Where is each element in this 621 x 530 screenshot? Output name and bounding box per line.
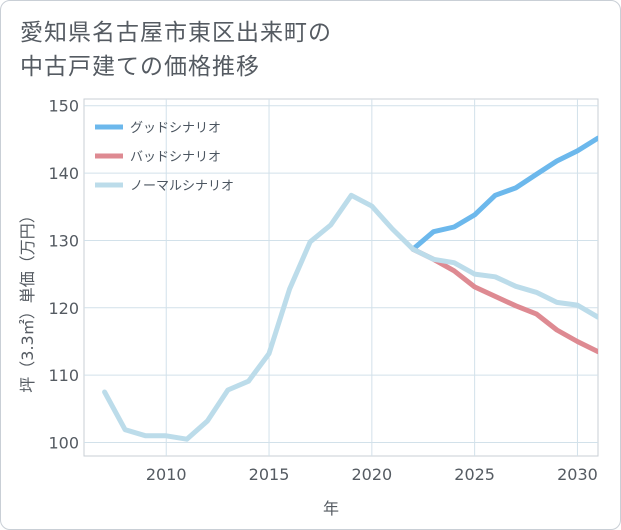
x-tick-label-2015: 2015 bbox=[249, 465, 290, 484]
y-tick-label-120: 120 bbox=[48, 299, 79, 318]
series-line-good bbox=[410, 135, 598, 252]
y-tick-label-110: 110 bbox=[48, 366, 79, 385]
chart-title-line-1: 愛知県名古屋市東区出来町の bbox=[20, 20, 332, 46]
y-axis-title: 坪（3.3㎡）単価（万円） bbox=[18, 207, 37, 392]
legend-label-bad: バッドシナリオ bbox=[130, 150, 221, 165]
x-tick-label-2030: 2030 bbox=[557, 465, 598, 484]
y-tick-label-100: 100 bbox=[48, 434, 79, 453]
chart-title-line-2: 中古戸建ての価格推移 bbox=[20, 54, 260, 80]
y-tick-label-140: 140 bbox=[48, 164, 79, 183]
legend-label-good: グッドシナリオ bbox=[130, 121, 221, 136]
series-lines bbox=[102, 135, 598, 442]
y-tick-label-150: 150 bbox=[48, 97, 79, 116]
legend-label-normal: ノーマルシナリオ bbox=[130, 179, 234, 194]
gridlines bbox=[84, 99, 598, 456]
x-tick-label-2020: 2020 bbox=[351, 465, 392, 484]
x-tick-label-2010: 2010 bbox=[146, 465, 187, 484]
series-line-normal bbox=[102, 192, 598, 442]
y-tick-label-130: 130 bbox=[48, 231, 79, 250]
x-tick-label-2025: 2025 bbox=[454, 465, 495, 484]
x-axis-ticks: 2010 2015 2020 2025 2030 bbox=[146, 465, 598, 484]
x-axis-title: 年 bbox=[323, 499, 339, 518]
chart-title: 愛知県名古屋市東区出来町の 中古戸建ての価格推移 bbox=[20, 16, 332, 84]
series-line-bad bbox=[410, 246, 598, 355]
y-axis-ticks: 100 110 120 130 140 150 bbox=[48, 97, 79, 453]
plot-area bbox=[83, 98, 599, 457]
